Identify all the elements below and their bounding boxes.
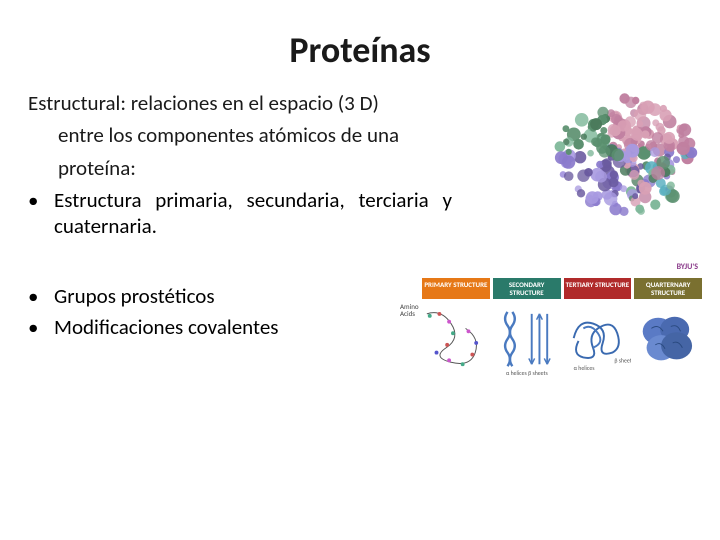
quaternary-structure-cell xyxy=(634,303,702,378)
structure-label: QUARTERNARY STRUCTURE xyxy=(634,278,702,299)
protein-3d-image xyxy=(540,80,710,230)
watermark-text: BYJU'S xyxy=(677,262,698,272)
intro-line3: proteína: xyxy=(28,155,452,181)
amino-acids-label: Amino Acids xyxy=(400,303,424,317)
structure-label: PRIMARY STRUCTURE xyxy=(422,278,490,299)
bullet-text: Estructura primaria, secundaria, terciar… xyxy=(54,187,452,240)
bullet-text: Grupos prostéticos xyxy=(54,283,452,309)
structure-label: TERTIARY STRUCTURE xyxy=(564,278,632,299)
structure-headers: PRIMARY STRUCTURE SECONDARY STRUCTURE TE… xyxy=(422,278,702,299)
bullet-item: • Modificaciones covalentes xyxy=(28,314,452,340)
intro-line1: Estructural: relaciones en el espacio (3… xyxy=(28,90,452,116)
structure-bodies: α helices β sheets β sheets α helices xyxy=(422,303,702,378)
structures-diagram: PRIMARY STRUCTURE SECONDARY STRUCTURE TE… xyxy=(402,278,702,393)
secondary-caption: α helices β sheets xyxy=(506,369,548,377)
bullet-item: • Grupos prostéticos xyxy=(28,283,452,309)
structure-label: SECONDARY STRUCTURE xyxy=(493,278,561,299)
intro-line2: entre los componentes atómicos de una xyxy=(28,122,452,148)
bullet-dot: • xyxy=(28,187,54,213)
svg-text:α helices: α helices xyxy=(573,364,595,372)
bullet-dot: • xyxy=(28,314,54,340)
svg-text:β sheets: β sheets xyxy=(614,357,631,365)
primary-structure-cell xyxy=(422,303,490,378)
secondary-structure-cell: α helices β sheets xyxy=(493,303,561,378)
bullet-item: • Estructura primaria, secundaria, terci… xyxy=(28,187,452,240)
tertiary-structure-cell: β sheets α helices xyxy=(564,303,632,378)
bullet-dot: • xyxy=(28,283,54,309)
bullet-text: Modificaciones covalentes xyxy=(54,314,452,340)
slide-title: Proteínas xyxy=(0,0,720,90)
